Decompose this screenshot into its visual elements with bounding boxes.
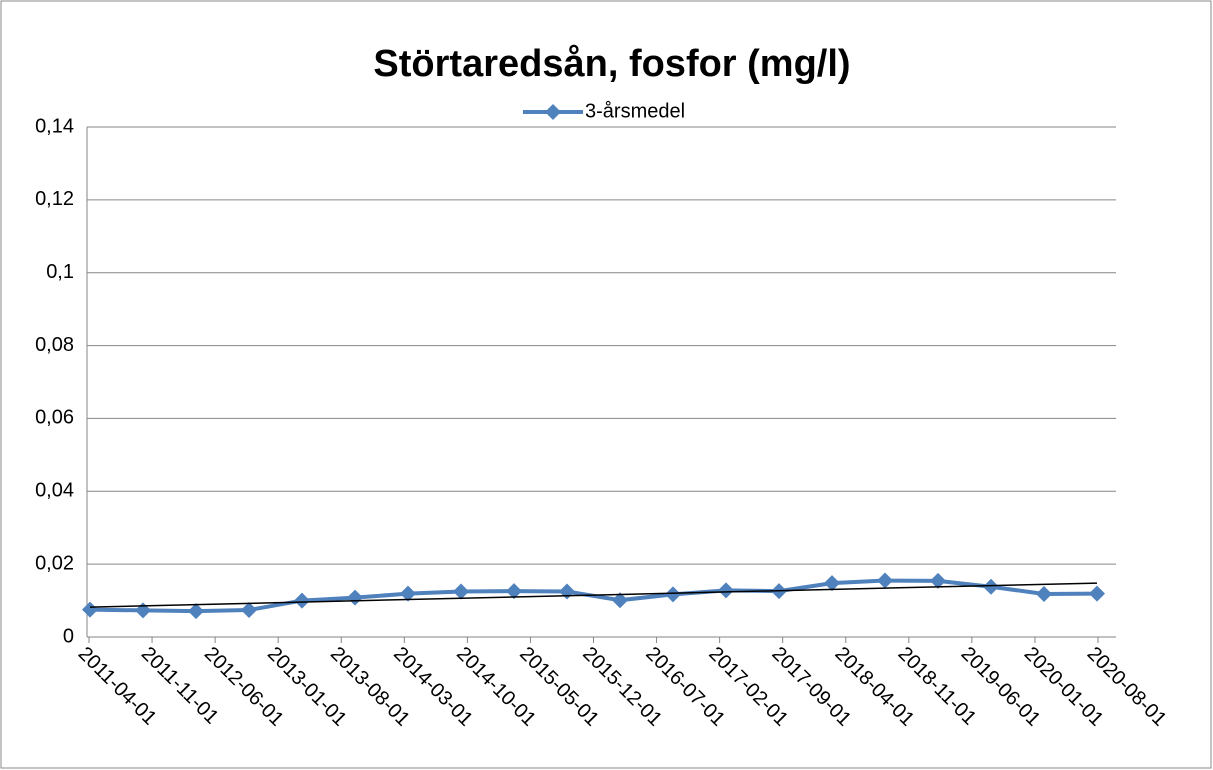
marker [188,603,204,620]
marker [241,602,257,619]
marker [824,575,840,592]
chart-title: Störtaredsån, fosfor (mg/l) [373,43,850,85]
marker [930,572,946,589]
y-tick-label: 0,1 [46,261,74,283]
marker [453,583,469,600]
marker [400,585,416,602]
marker [1089,585,1105,602]
marker [877,572,893,589]
marker [1036,586,1052,603]
marker [347,589,363,606]
y-tick-label: 0 [63,625,74,647]
y-tick-label: 0,08 [35,334,74,356]
legend-marker [545,104,561,120]
marker [82,601,98,618]
y-tick-label: 0,14 [35,115,74,137]
y-tick-label: 0,06 [35,407,74,429]
legend-label: 3-årsmedel [585,100,685,122]
y-tick-label: 0,12 [35,188,74,210]
marker [665,586,681,603]
trendline [89,582,1098,608]
marker [294,592,310,609]
marker [506,583,522,600]
y-tick-label: 0,02 [35,552,74,574]
marker [612,592,628,609]
marker [983,578,999,595]
marker [718,582,734,599]
y-tick-label: 0,04 [35,480,74,502]
